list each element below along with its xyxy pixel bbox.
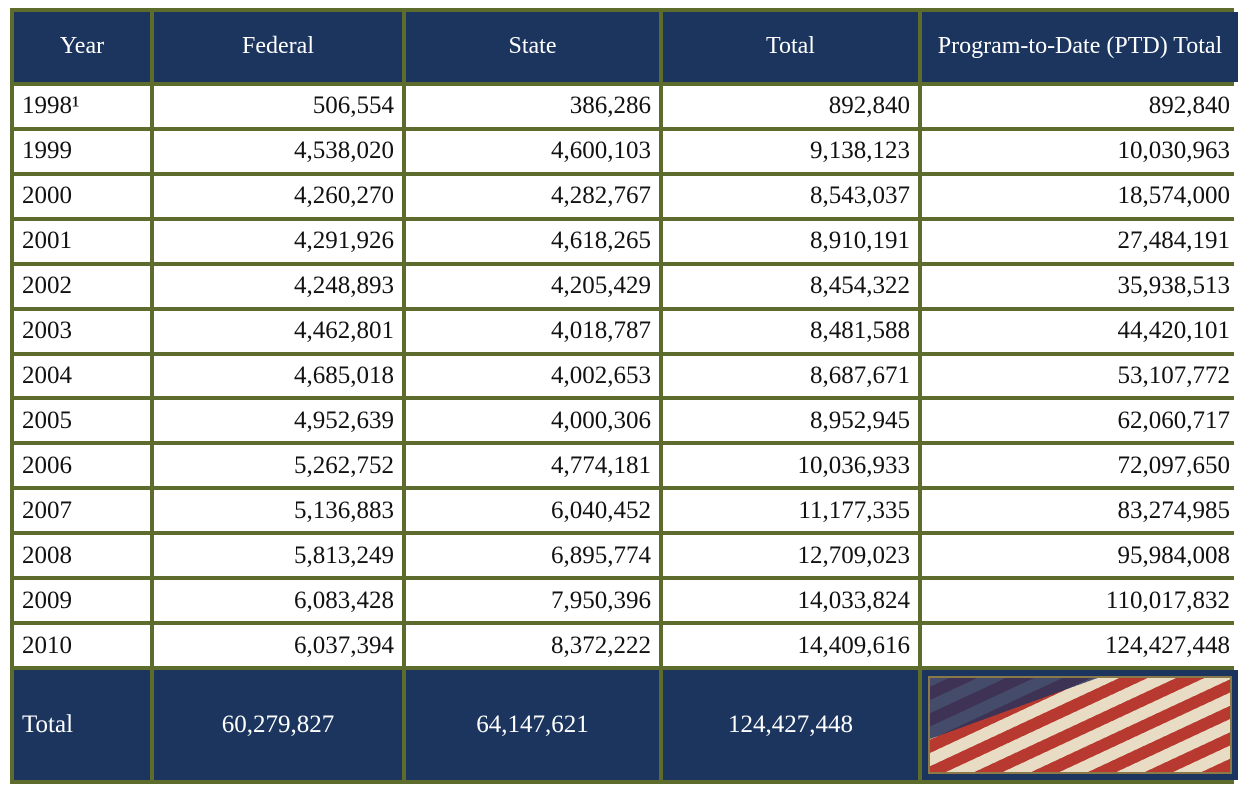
value-cell: 11,177,335 [663,490,918,532]
value-cell: 8,543,037 [663,175,918,217]
year-cell: 2009 [14,580,150,622]
total-cell: Total [14,669,150,780]
value-cell: 4,000,306 [406,400,659,442]
value-cell: 10,030,963 [922,130,1238,172]
value-cell: 6,037,394 [154,625,402,666]
value-cell: 10,036,933 [663,445,918,487]
value-cell: 35,938,513 [922,265,1238,307]
value-cell: 5,136,883 [154,490,402,532]
value-cell: 4,291,926 [154,220,402,262]
value-cell: 110,017,832 [922,580,1238,622]
data-table: Year Federal State Total Program-to-Date (PT… [10,8,1238,784]
value-cell: 506,554 [154,86,402,127]
value-cell: 95,984,008 [922,535,1238,577]
value-cell: 4,018,787 [406,310,659,352]
value-cell: 8,481,588 [663,310,918,352]
value-cell: 12,709,023 [663,535,918,577]
total-cell: 64,147,621 [406,669,659,780]
value-cell: 83,274,985 [922,490,1238,532]
value-cell: 6,083,428 [154,580,402,622]
value-cell: 44,420,101 [922,310,1238,352]
year-cell: 2001 [14,220,150,262]
flag-image [922,669,1238,780]
value-cell: 14,033,824 [663,580,918,622]
value-cell: 6,040,452 [406,490,659,532]
year-cell: 2005 [14,400,150,442]
value-cell: 4,282,767 [406,175,659,217]
value-cell: 7,950,396 [406,580,659,622]
header-cell: State [406,12,659,82]
value-cell: 892,840 [663,86,918,127]
value-cell: 6,895,774 [406,535,659,577]
header-cell: Year [14,12,150,82]
value-cell: 8,454,322 [663,265,918,307]
year-cell: 2003 [14,310,150,352]
year-cell: 2004 [14,355,150,397]
value-cell: 892,840 [922,86,1238,127]
value-cell: 27,484,191 [922,220,1238,262]
total-cell: 124,427,448 [663,669,918,780]
header-cell: Federal [154,12,402,82]
value-cell: 4,774,181 [406,445,659,487]
value-cell: 8,952,945 [663,400,918,442]
value-cell: 18,574,000 [922,175,1238,217]
header-cell: Total [663,12,918,82]
flag-picture [928,675,1232,774]
value-cell: 4,685,018 [154,355,402,397]
value-cell: 5,262,752 [154,445,402,487]
value-cell: 8,687,671 [663,355,918,397]
value-cell: 8,910,191 [663,220,918,262]
value-cell: 4,205,429 [406,265,659,307]
total-cell: 60,279,827 [154,669,402,780]
value-cell: 14,409,616 [663,625,918,666]
value-cell: 4,600,103 [406,130,659,172]
year-cell: 2010 [14,625,150,666]
value-cell: 386,286 [406,86,659,127]
value-cell: 72,097,650 [922,445,1238,487]
value-cell: 4,952,639 [154,400,402,442]
value-cell: 53,107,772 [922,355,1238,397]
year-cell: 1999 [14,130,150,172]
value-cell: 124,427,448 [922,625,1238,666]
value-cell: 62,060,717 [922,400,1238,442]
value-cell: 4,618,265 [406,220,659,262]
value-cell: 4,248,893 [154,265,402,307]
year-cell: 2002 [14,265,150,307]
value-cell: 8,372,222 [406,625,659,666]
header-cell: Program-to-Date (PTD) Total [922,12,1238,82]
year-cell: 2007 [14,490,150,532]
value-cell: 4,462,801 [154,310,402,352]
value-cell: 4,538,020 [154,130,402,172]
year-cell: 2006 [14,445,150,487]
year-cell: 2008 [14,535,150,577]
value-cell: 4,002,653 [406,355,659,397]
year-cell: 2000 [14,175,150,217]
year-cell: 1998¹ [14,86,150,127]
value-cell: 4,260,270 [154,175,402,217]
value-cell: 9,138,123 [663,130,918,172]
value-cell: 5,813,249 [154,535,402,577]
